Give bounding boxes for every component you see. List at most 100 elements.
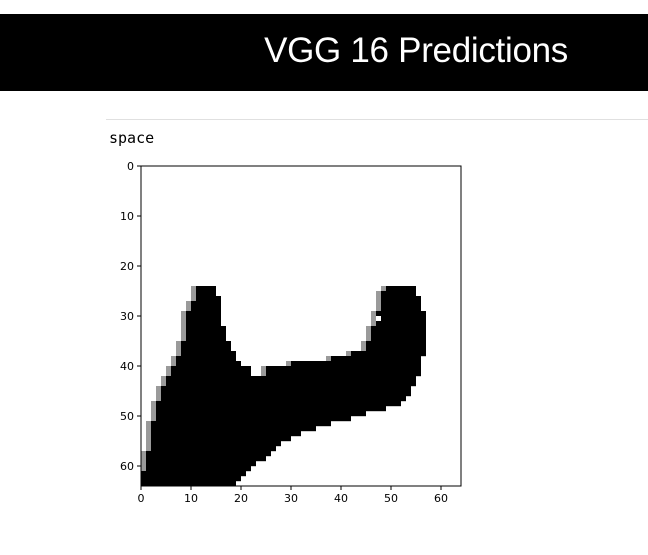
edge-pixel xyxy=(261,366,266,372)
edge-pixel xyxy=(366,336,371,342)
x-tick-label: 50 xyxy=(384,492,398,505)
shape-row xyxy=(146,456,266,462)
banner-title: VGG 16 Predictions xyxy=(264,31,568,70)
shape-row xyxy=(176,356,236,362)
edge-pixel xyxy=(156,386,161,392)
shape-row xyxy=(176,361,241,367)
shape-row xyxy=(181,341,231,347)
edge-pixel xyxy=(181,321,186,327)
edge-pixel xyxy=(181,316,186,322)
edge-pixel xyxy=(176,346,181,352)
edge-pixel xyxy=(361,341,366,347)
shape-row xyxy=(161,396,406,402)
edge-pixel xyxy=(191,291,196,297)
output-cell-divider xyxy=(106,119,648,120)
edge-pixel xyxy=(191,286,196,292)
edge-pixel xyxy=(146,426,151,432)
edge-pixel xyxy=(146,446,151,452)
x-tick-label: 60 xyxy=(434,492,448,505)
y-tick-label: 60 xyxy=(120,460,134,473)
edge-pixel xyxy=(141,461,146,467)
shape-row xyxy=(196,296,221,302)
edge-pixel xyxy=(151,406,156,412)
edge-pixel xyxy=(371,321,376,327)
prediction-label: space xyxy=(109,129,155,147)
edge-pixel xyxy=(176,341,181,347)
edge-pixel xyxy=(346,351,351,357)
shape-row xyxy=(371,331,426,337)
shape-row xyxy=(371,326,426,332)
edge-pixel xyxy=(151,401,156,407)
edge-pixel xyxy=(181,311,186,317)
edge-pixel xyxy=(286,361,291,367)
edge-pixel xyxy=(171,361,176,367)
edge-pixel xyxy=(141,451,146,457)
shape-row xyxy=(151,436,291,442)
shape-row xyxy=(191,306,221,312)
shape-row xyxy=(151,421,331,427)
edge-pixel xyxy=(181,331,186,337)
x-tick-label: 20 xyxy=(234,492,248,505)
shape-row xyxy=(191,301,221,307)
edge-pixel xyxy=(146,421,151,427)
shape-row xyxy=(141,481,236,487)
edge-pixel xyxy=(376,306,381,312)
edge-pixel xyxy=(171,356,176,362)
shape-row xyxy=(331,356,421,362)
edge-pixel xyxy=(381,286,386,292)
edge-pixel xyxy=(181,336,186,342)
shape-row xyxy=(186,336,226,342)
shape-row xyxy=(386,286,416,292)
x-tick-label: 40 xyxy=(334,492,348,505)
shape-row xyxy=(186,331,226,337)
shape-row xyxy=(366,341,426,347)
shape-row xyxy=(371,336,426,342)
shape-row xyxy=(166,376,416,382)
top-strip xyxy=(0,0,648,14)
shape-row xyxy=(381,301,421,307)
edge-pixel xyxy=(146,431,151,437)
shape-row xyxy=(186,326,226,332)
x-tick-label: 10 xyxy=(184,492,198,505)
edge-pixel xyxy=(186,301,191,307)
edge-pixel xyxy=(146,441,151,447)
edge-pixel xyxy=(366,326,371,332)
shape-row xyxy=(196,291,216,297)
shape-row xyxy=(156,416,351,422)
image-pixels xyxy=(141,286,426,487)
shape-row xyxy=(166,381,416,387)
highlight-pixel xyxy=(376,316,381,321)
edge-pixel xyxy=(151,416,156,422)
shape-row xyxy=(141,476,241,482)
shape-row xyxy=(376,311,426,317)
shape-row xyxy=(171,371,251,377)
shape-row xyxy=(146,451,271,457)
shape-row xyxy=(171,366,251,372)
shape-row xyxy=(146,466,251,472)
edge-pixel xyxy=(156,396,161,402)
shape-row xyxy=(381,291,416,297)
shape-row xyxy=(351,351,426,357)
shape-row xyxy=(156,411,366,417)
shape-row xyxy=(196,286,216,292)
shape-row xyxy=(151,446,276,452)
shape-row xyxy=(151,441,281,447)
edge-pixel xyxy=(181,326,186,332)
y-tick-label: 0 xyxy=(127,160,134,173)
shape-row xyxy=(146,461,256,467)
edge-pixel xyxy=(141,456,146,462)
edge-pixel xyxy=(191,296,196,302)
plot-frame xyxy=(140,165,462,487)
shape-row xyxy=(186,316,221,322)
shape-row xyxy=(376,321,426,327)
y-tick-label: 20 xyxy=(120,260,134,273)
shape-row xyxy=(381,306,421,312)
shape-row xyxy=(151,431,301,437)
shape-row xyxy=(376,316,426,322)
shape-row xyxy=(141,471,246,477)
shape-row xyxy=(156,401,401,407)
edge-pixel xyxy=(376,296,381,302)
edge-pixel xyxy=(176,351,181,357)
shape-row xyxy=(266,366,421,372)
shape-row xyxy=(186,311,221,317)
